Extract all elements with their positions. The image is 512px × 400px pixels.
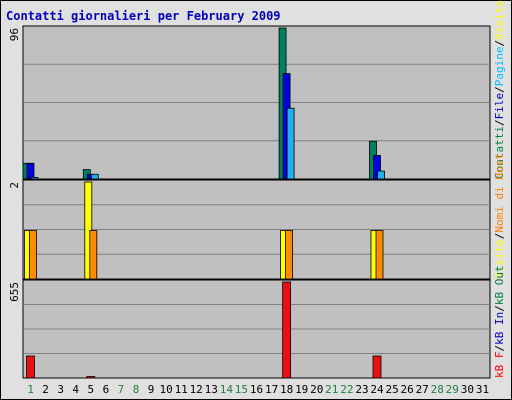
legend-entry: File	[493, 93, 506, 120]
x-tick-label: 23	[355, 383, 368, 396]
x-tick-label: 28	[431, 383, 444, 396]
x-tick-label: 5	[87, 383, 94, 396]
legend-entry: Visite	[493, 0, 506, 40]
x-tick-label: 1	[27, 383, 34, 396]
x-tick-label: 31	[476, 383, 489, 396]
legend-entry: Contatti	[493, 126, 506, 179]
legend-entry: /	[493, 345, 506, 352]
legend: Visite/Nomi di Host	[493, 153, 506, 279]
legend-entry: Nomi di Host	[493, 153, 506, 232]
x-tick-label: 29	[446, 383, 459, 396]
x-tick-label: 10	[159, 383, 172, 396]
x-tick-label: 16	[250, 383, 263, 396]
bar-file	[373, 154, 381, 180]
bar-nomi-di-host	[89, 230, 98, 280]
legend-entry: kB F	[493, 352, 506, 379]
x-tick-label: 9	[148, 383, 155, 396]
legend-entry: Pagine	[493, 47, 506, 87]
bar-kb-f	[26, 355, 35, 379]
bar-kb-f	[372, 355, 382, 379]
x-tick-label: 19	[295, 383, 308, 396]
x-tick-label: 3	[57, 383, 64, 396]
bar-pagine	[90, 173, 99, 180]
legend-entry: Visite	[493, 239, 506, 279]
bar-kb-f	[86, 376, 96, 379]
bar-nomi-di-host	[375, 230, 384, 280]
x-tick-label: 8	[133, 383, 140, 396]
x-tick-label: 27	[416, 383, 429, 396]
x-tick-label: 17	[265, 383, 278, 396]
legend-entry: kB In	[493, 312, 506, 345]
x-tick-label: 11	[175, 383, 188, 396]
x-tick-label: 6	[103, 383, 110, 396]
legend-entry: /	[493, 40, 506, 47]
legend: Contatti/File/Pagine/Visite	[493, 0, 506, 179]
x-tick-label: 7	[118, 383, 125, 396]
x-tick-label: 12	[190, 383, 203, 396]
x-tick-label: 14	[220, 383, 234, 396]
bar-file	[26, 162, 35, 180]
chart-title: Contatti giornalieri per February 2009	[6, 9, 281, 23]
x-tick-label: 2	[42, 383, 49, 396]
x-tick-label: 15	[235, 383, 248, 396]
y-max-label: 96	[8, 28, 21, 41]
legend-entry: /	[493, 233, 506, 240]
legend: kB F/kB In/kB Out	[493, 265, 506, 378]
legend-entry: /	[493, 86, 506, 93]
bar-nomi-di-host	[285, 230, 294, 280]
x-tick-label: 24	[370, 383, 384, 396]
bar-kb-f	[282, 281, 292, 379]
x-tick-label: 30	[461, 383, 474, 396]
x-tick-label: 13	[205, 383, 218, 396]
x-tick-label: 25	[385, 383, 398, 396]
bar-pagine	[30, 176, 39, 180]
x-tick-label: 21	[325, 383, 338, 396]
bar-nomi-di-host	[29, 230, 37, 280]
bar-pagine	[286, 107, 295, 180]
x-tick-label: 4	[72, 383, 79, 396]
y-max-label: 2	[8, 182, 21, 189]
legend-entry: /	[493, 119, 506, 126]
legend-entry: kB Out	[493, 265, 506, 305]
y-max-label: 655	[8, 282, 21, 302]
x-tick-label: 26	[400, 383, 413, 396]
bar-pagine	[377, 170, 385, 180]
x-tick-label: 20	[310, 383, 323, 396]
panel-middle: 2 Visite/Nomi di Host	[8, 153, 506, 280]
legend-entry: /	[493, 305, 506, 312]
x-tick-label: 22	[340, 383, 353, 396]
x-tick-label: 18	[280, 383, 293, 396]
